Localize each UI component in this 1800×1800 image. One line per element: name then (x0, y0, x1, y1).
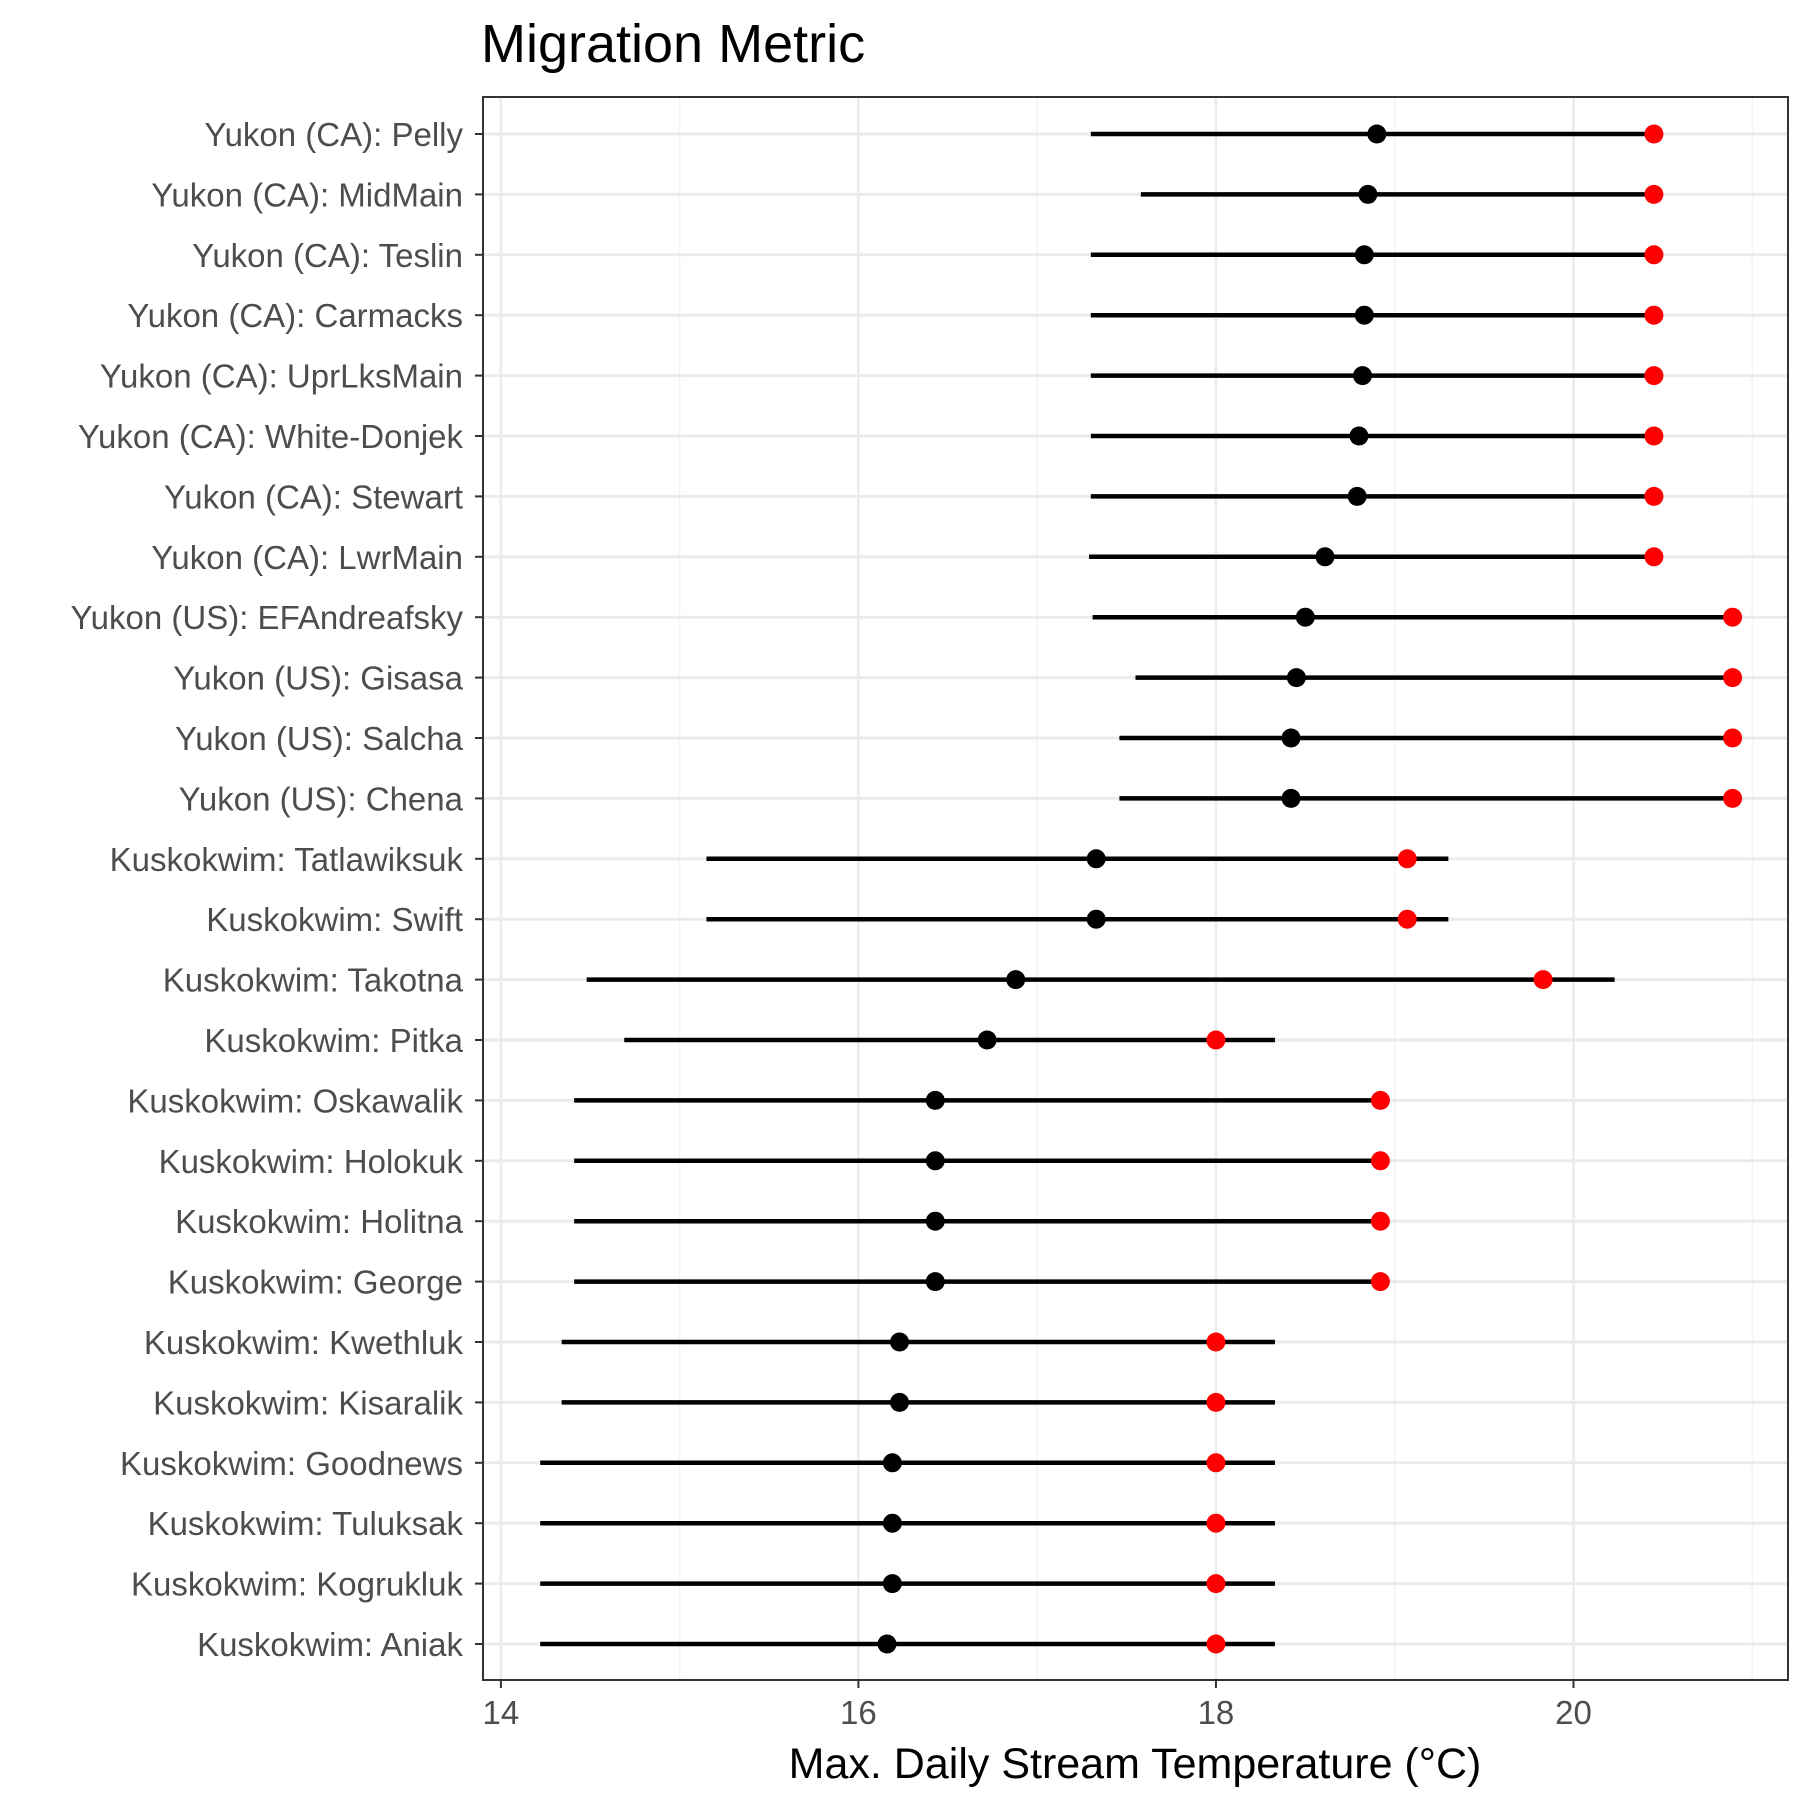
median-point (882, 1574, 902, 1594)
y-tick-label: Kuskokwim: Kwethluk (144, 1324, 464, 1361)
y-tick-label: Yukon (CA): Pelly (204, 116, 463, 153)
median-point (1354, 245, 1374, 265)
threshold-point (1370, 1090, 1390, 1110)
y-tick-label: Kuskokwim: Tuluksak (148, 1505, 464, 1542)
y-tick-label: Kuskokwim: Kisaralik (153, 1384, 463, 1421)
x-tick-label: 20 (1555, 1694, 1592, 1731)
threshold-point (1644, 547, 1664, 567)
threshold-point (1723, 788, 1743, 808)
median-point (1086, 849, 1106, 869)
median-point (1353, 366, 1373, 386)
median-point (1315, 547, 1335, 567)
median-point (1349, 426, 1369, 446)
point-layer (877, 124, 1743, 1654)
median-point (1281, 728, 1301, 748)
y-tick-label: Yukon (CA): UprLksMain (100, 358, 463, 395)
threshold-point (1723, 668, 1743, 688)
chart-title: Migration Metric (481, 14, 865, 74)
threshold-point (1370, 1272, 1390, 1292)
y-tick-label: Yukon (US): Gisasa (173, 660, 463, 697)
threshold-point (1723, 607, 1743, 627)
y-tick-label: Yukon (US): EFAndreafsky (70, 599, 463, 636)
threshold-point (1644, 124, 1664, 144)
threshold-point (1644, 366, 1664, 386)
y-tick-label: Yukon (CA): White-Donjek (78, 418, 464, 455)
median-point (1347, 486, 1367, 506)
median-point (1358, 184, 1378, 204)
threshold-point (1206, 1030, 1226, 1050)
y-tick-label: Kuskokwim: George (168, 1264, 463, 1301)
threshold-point (1644, 245, 1664, 265)
y-tick-label: Kuskokwim: Goodnews (120, 1445, 463, 1482)
median-point (977, 1030, 997, 1050)
y-tick-label: Yukon (CA): Teslin (192, 237, 463, 274)
threshold-point (1206, 1634, 1226, 1654)
threshold-point (1206, 1574, 1226, 1594)
threshold-point (1723, 728, 1743, 748)
y-tick-label: Kuskokwim: Holitna (175, 1203, 464, 1240)
median-point (890, 1332, 910, 1352)
y-tick-label: Kuskokwim: Takotna (163, 962, 464, 999)
x-tick-label: 16 (840, 1694, 877, 1731)
y-tick-label: Yukon (CA): MidMain (151, 176, 463, 213)
y-tick-label: Kuskokwim: Pitka (204, 1022, 463, 1059)
y-tick-label: Yukon (CA): Stewart (164, 478, 463, 515)
x-axis-title: Max. Daily Stream Temperature (°C) (789, 1740, 1482, 1788)
median-point (890, 1392, 910, 1412)
median-point (882, 1513, 902, 1533)
threshold-point (1644, 305, 1664, 325)
threshold-point (1206, 1453, 1226, 1473)
threshold-point (1644, 486, 1664, 506)
median-point (1354, 305, 1374, 325)
y-tick-label: Kuskokwim: Swift (206, 901, 463, 938)
range-layer (540, 131, 1733, 1647)
median-point (882, 1453, 902, 1473)
y-tick-label: Yukon (CA): LwrMain (151, 539, 463, 576)
threshold-point (1397, 909, 1417, 929)
threshold-point (1533, 970, 1553, 990)
threshold-point (1370, 1151, 1390, 1171)
y-tick-label: Kuskokwim: Oskawalik (127, 1082, 463, 1119)
median-point (925, 1090, 945, 1110)
y-tick-label: Yukon (US): Chena (179, 780, 464, 817)
threshold-point (1397, 849, 1417, 869)
threshold-point (1206, 1392, 1226, 1412)
median-point (1286, 668, 1306, 688)
median-point (1295, 607, 1315, 627)
median-point (925, 1151, 945, 1171)
x-axis: 14 16 18 20 (483, 1680, 1592, 1731)
panel-border (482, 96, 1789, 1681)
y-axis: Yukon (CA): Pelly Yukon (CA): MidMain Yuko… (70, 116, 483, 1663)
y-tick-label: Yukon (CA): Carmacks (127, 297, 463, 334)
threshold-point (1644, 426, 1664, 446)
x-tick-label: 18 (1198, 1694, 1235, 1731)
median-point (925, 1272, 945, 1292)
median-point (1006, 970, 1026, 990)
median-point (1367, 124, 1387, 144)
x-tick-label: 14 (483, 1694, 520, 1731)
y-tick-label: Yukon (US): Salcha (175, 720, 464, 757)
median-point (1281, 788, 1301, 808)
y-tick-label: Kuskokwim: Kogrukluk (131, 1566, 463, 1603)
y-tick-label: Kuskokwim: Tatlawiksuk (110, 841, 464, 878)
threshold-point (1644, 184, 1664, 204)
threshold-point (1206, 1513, 1226, 1533)
threshold-point (1370, 1211, 1390, 1231)
threshold-point (1206, 1332, 1226, 1352)
y-tick-label: Kuskokwim: Aniak (197, 1626, 463, 1663)
median-point (925, 1211, 945, 1231)
y-tick-label: Kuskokwim: Holokuk (159, 1143, 464, 1180)
median-point (1086, 909, 1106, 929)
median-point (877, 1634, 897, 1654)
